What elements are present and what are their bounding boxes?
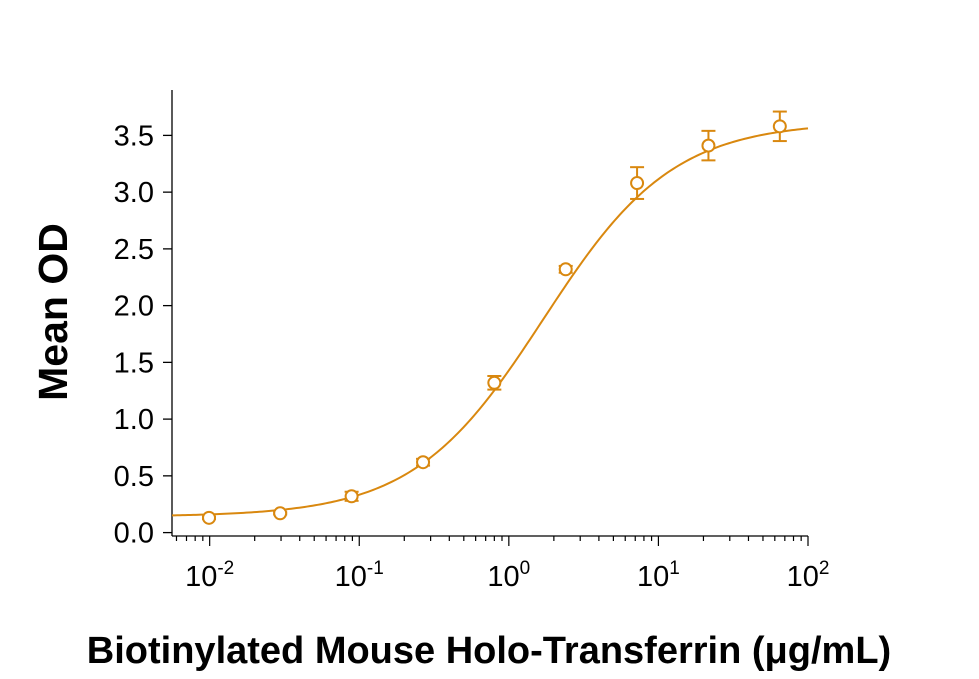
- data-points: [202, 110, 787, 525]
- data-point: [701, 138, 716, 153]
- data-point: [630, 176, 645, 191]
- fit-curve-group: [171, 127, 809, 517]
- y-tick-label: 1.5: [114, 347, 154, 379]
- y-axis-title: Mean OD: [30, 223, 76, 401]
- data-point: [273, 506, 288, 521]
- data-point: [487, 375, 502, 390]
- x-tick-label: 10-2: [185, 558, 234, 593]
- y-tick-label: 1.0: [114, 404, 154, 436]
- x-tick-label: 102: [787, 558, 830, 593]
- data-point: [344, 489, 359, 504]
- y-tick-label: 0.0: [114, 518, 154, 550]
- y-tick-label: 0.5: [114, 461, 154, 493]
- axes: [171, 90, 808, 537]
- y-tick-label: 2.5: [114, 234, 154, 266]
- data-point: [558, 262, 573, 277]
- data-point: [772, 119, 787, 134]
- y-tick-label: 3.5: [114, 120, 154, 152]
- y-tick-label: 3.0: [114, 177, 154, 209]
- y-axis-ticks: 0.0 0.5 1.0 1.5 2.0 2.5 3.0 3.5: [114, 120, 172, 550]
- x-axis-ticks: 10-2 10-1 100 101 102: [175, 536, 830, 593]
- fit-curve: [171, 127, 809, 517]
- x-tick-label: 100: [487, 558, 530, 593]
- data-point: [202, 510, 217, 525]
- x-axis-title: Biotinylated Mouse Holo-Transferrin (μg/…: [87, 630, 891, 672]
- x-tick-label: 101: [637, 558, 680, 593]
- data-point: [416, 455, 431, 470]
- x-tick-label: 10-1: [335, 558, 384, 593]
- y-tick-label: 2.0: [114, 291, 154, 323]
